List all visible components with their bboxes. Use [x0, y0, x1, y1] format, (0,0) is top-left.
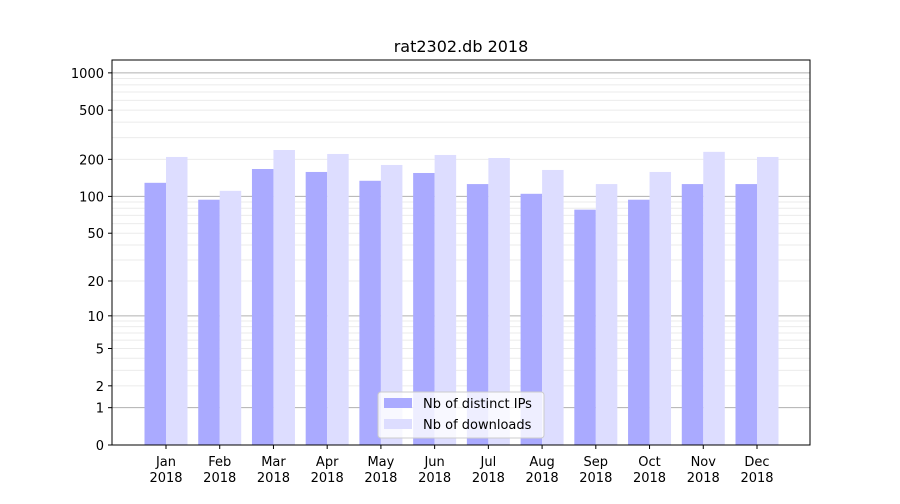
bar-distinct-ips — [359, 180, 381, 445]
x-axis: Jan2018Feb2018Mar2018Apr2018May2018Jun20… — [149, 445, 774, 486]
bar-distinct-ips — [413, 172, 435, 445]
x-tick-label: Sep — [584, 455, 609, 470]
y-tick-label: 5 — [96, 342, 104, 357]
x-tick-label: Aug — [529, 455, 554, 470]
legend: Nb of distinct IPs Nb of downloads — [377, 391, 545, 439]
bar-downloads — [273, 150, 295, 445]
x-tick-label: Feb — [208, 455, 231, 470]
bar-downloads — [219, 190, 242, 445]
y-tick-label: 50 — [87, 227, 104, 242]
x-tick-label: 2018 — [740, 471, 773, 486]
x-tick-label: 2018 — [149, 471, 182, 486]
x-tick-label: 2018 — [257, 471, 290, 486]
x-tick-label: Dec — [744, 455, 769, 470]
y-tick-label: 0 — [96, 439, 104, 454]
bar-distinct-ips — [520, 193, 543, 445]
bar-downloads — [434, 154, 457, 445]
bar-downloads — [595, 184, 618, 446]
bar-downloads — [542, 169, 564, 446]
y-tick-label: 1000 — [71, 67, 104, 82]
x-tick-label: 2018 — [418, 471, 451, 486]
bar-distinct-ips — [251, 169, 274, 445]
bar-downloads — [649, 171, 672, 445]
x-tick-label: Jan — [155, 455, 176, 470]
bar-downloads — [488, 158, 510, 445]
x-tick-label: Jul — [480, 455, 497, 470]
x-tick-label: 2018 — [203, 471, 236, 486]
y-tick-label: 200 — [79, 153, 104, 168]
bar-downloads — [166, 156, 188, 445]
bar-downloads — [380, 164, 403, 445]
y-tick-label: 20 — [87, 275, 104, 290]
bar-downloads — [757, 156, 779, 445]
x-tick-label: Apr — [316, 455, 339, 470]
bar-distinct-ips — [466, 184, 489, 446]
x-tick-label: May — [367, 455, 394, 470]
x-tick-label: 2018 — [579, 471, 612, 486]
legend-box — [377, 391, 545, 439]
bar-distinct-ips — [198, 199, 220, 445]
bar-distinct-ips — [305, 171, 328, 445]
y-tick-label: 2 — [96, 380, 104, 395]
chart-title: rat2302.db 2018 — [394, 37, 529, 56]
x-tick-label: 2018 — [526, 471, 559, 486]
bar-downloads — [703, 151, 725, 445]
x-tick-label: 2018 — [472, 471, 505, 486]
x-tick-label: 2018 — [311, 471, 344, 486]
bar-distinct-ips — [735, 184, 757, 446]
bar-distinct-ips — [628, 199, 650, 445]
x-tick-label: Oct — [638, 455, 660, 470]
x-tick-label: 2018 — [364, 471, 397, 486]
legend-swatch — [384, 419, 412, 429]
y-tick-label: 10 — [87, 310, 104, 325]
y-tick-label: 1 — [96, 402, 104, 417]
y-tick-label: 500 — [79, 104, 104, 119]
x-tick-label: Mar — [261, 455, 286, 470]
legend-swatch — [384, 398, 412, 408]
legend-label: Nb of downloads — [423, 418, 532, 433]
bars — [144, 150, 779, 446]
axes-frame — [111, 59, 811, 446]
bar-distinct-ips — [144, 182, 166, 445]
bar-distinct-ips — [574, 209, 596, 445]
legend-label: Nb of distinct IPs — [423, 397, 532, 412]
bar-downloads — [327, 153, 349, 446]
bar-distinct-ips — [681, 184, 704, 446]
y-axis: 0 1 2 5 10 20 50 100 200 500 1000 — [71, 67, 112, 454]
x-tick-label: Jun — [423, 455, 444, 470]
y-tick-label: 100 — [79, 190, 104, 205]
x-tick-label: 2018 — [633, 471, 666, 486]
x-tick-label: 2018 — [687, 471, 720, 486]
x-tick-label: Nov — [691, 455, 717, 470]
